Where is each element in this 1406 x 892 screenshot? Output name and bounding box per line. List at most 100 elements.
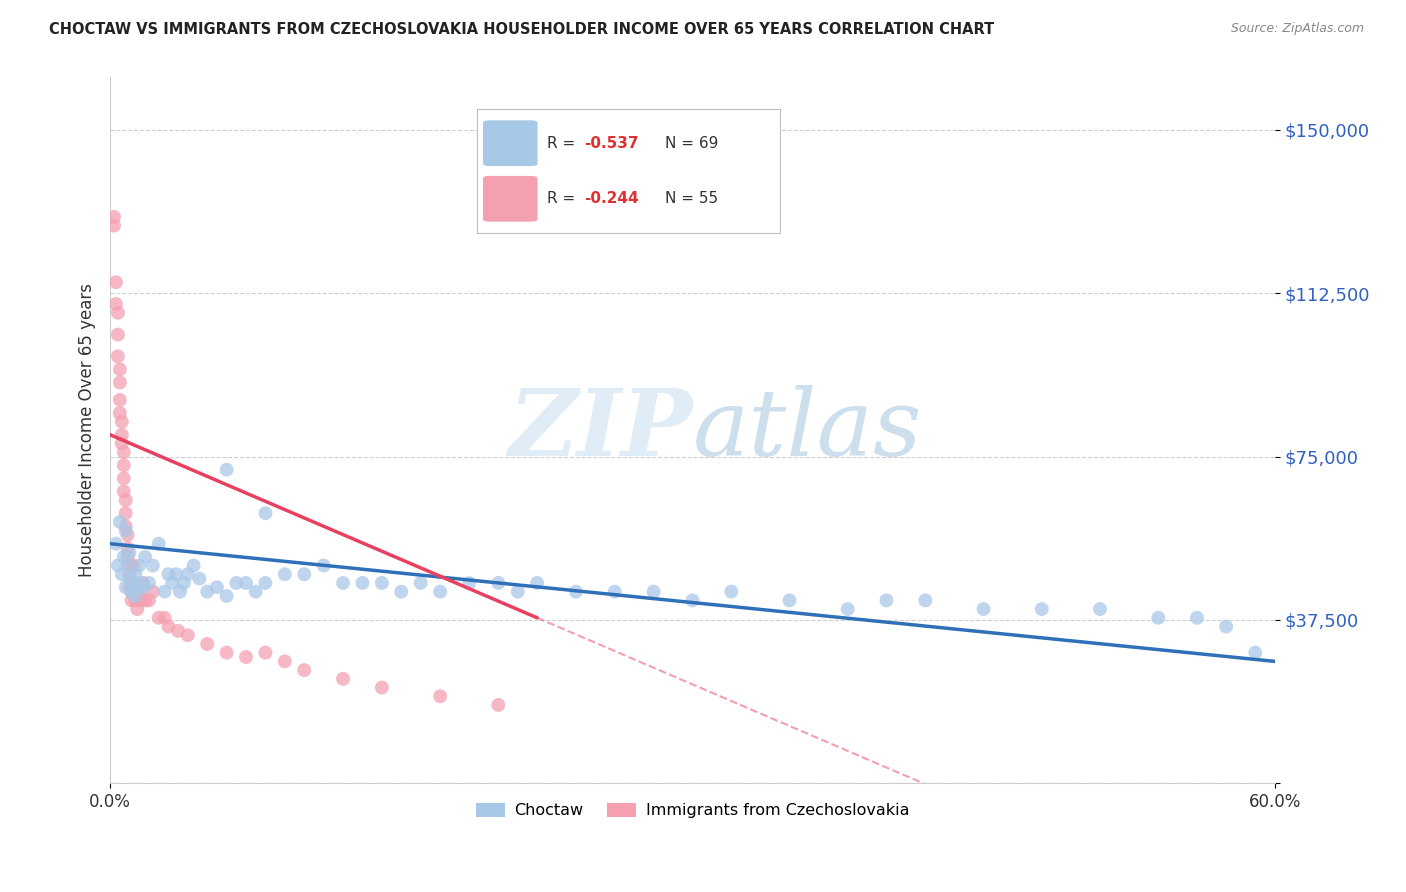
Point (195, 637, 218, 651)
Point (114, 519, 136, 533)
Point (118, 567, 141, 582)
Point (720, 584, 742, 599)
Point (148, 611, 170, 625)
Point (107, 306, 129, 320)
Point (138, 593, 160, 607)
Point (162, 576, 184, 591)
Point (235, 576, 257, 591)
Point (103, 210, 125, 224)
Point (183, 558, 205, 573)
Point (107, 349, 129, 363)
Point (486, 576, 509, 591)
Point (352, 576, 374, 591)
Point (1215, 619, 1237, 633)
Point (876, 593, 898, 607)
Point (225, 576, 247, 591)
Point (114, 524, 136, 538)
Point (643, 584, 665, 599)
Point (128, 558, 150, 573)
Point (274, 567, 297, 582)
Point (188, 572, 211, 586)
Point (169, 584, 191, 599)
Point (117, 549, 139, 564)
Point (254, 646, 277, 660)
Point (973, 602, 995, 616)
Point (1185, 611, 1208, 625)
Point (167, 624, 190, 638)
Point (112, 484, 135, 499)
Point (112, 549, 135, 564)
Point (153, 584, 176, 599)
Point (389, 584, 412, 599)
Point (107, 327, 129, 342)
Point (274, 654, 297, 668)
Point (134, 593, 156, 607)
Point (506, 584, 529, 599)
Point (205, 580, 228, 594)
Point (153, 611, 176, 625)
Point (124, 593, 146, 607)
Point (312, 558, 335, 573)
Text: Source: ZipAtlas.com: Source: ZipAtlas.com (1230, 22, 1364, 36)
Point (458, 576, 481, 591)
Point (195, 584, 218, 599)
Point (104, 297, 127, 311)
Text: CHOCTAW VS IMMIGRANTS FROM CZECHOSLOVAKIA HOUSEHOLDER INCOME OVER 65 YEARS CORRE: CHOCTAW VS IMMIGRANTS FROM CZECHOSLOVAKI… (49, 22, 994, 37)
Point (112, 445, 135, 459)
Point (107, 558, 129, 573)
Point (129, 576, 152, 591)
Point (681, 593, 703, 607)
Point (124, 589, 146, 603)
Point (124, 567, 146, 582)
Point (108, 362, 131, 376)
Point (603, 584, 626, 599)
Point (114, 506, 136, 520)
Point (177, 567, 200, 582)
Point (565, 584, 588, 599)
Point (132, 576, 155, 591)
Point (371, 576, 394, 591)
Point (117, 528, 139, 542)
Point (132, 580, 155, 594)
Point (332, 576, 354, 591)
Point (121, 593, 143, 607)
Point (121, 584, 143, 599)
Point (127, 580, 149, 594)
Point (124, 584, 146, 599)
Point (157, 619, 180, 633)
Point (121, 584, 143, 599)
Point (111, 436, 134, 450)
Point (112, 471, 135, 485)
Point (112, 458, 135, 473)
Point (108, 406, 131, 420)
Point (118, 558, 141, 573)
Point (914, 593, 936, 607)
Point (215, 462, 238, 476)
Point (371, 681, 394, 695)
Point (114, 493, 136, 508)
Point (177, 628, 200, 642)
Point (332, 672, 354, 686)
Point (254, 506, 277, 520)
Point (526, 576, 548, 591)
Point (778, 593, 800, 607)
Point (134, 549, 156, 564)
Point (117, 558, 139, 573)
Text: atlas: atlas (692, 385, 922, 475)
Point (429, 690, 451, 704)
Point (108, 376, 131, 390)
Point (148, 537, 170, 551)
Point (127, 602, 149, 616)
Point (837, 602, 859, 616)
Point (486, 698, 509, 712)
Y-axis label: Householder Income Over 65 years: Householder Income Over 65 years (79, 284, 96, 577)
Point (142, 584, 165, 599)
Point (129, 593, 152, 607)
Point (142, 558, 165, 573)
Point (235, 650, 257, 665)
Point (1031, 602, 1053, 616)
Point (157, 567, 180, 582)
Point (254, 576, 277, 591)
Point (215, 589, 238, 603)
Point (118, 572, 141, 586)
